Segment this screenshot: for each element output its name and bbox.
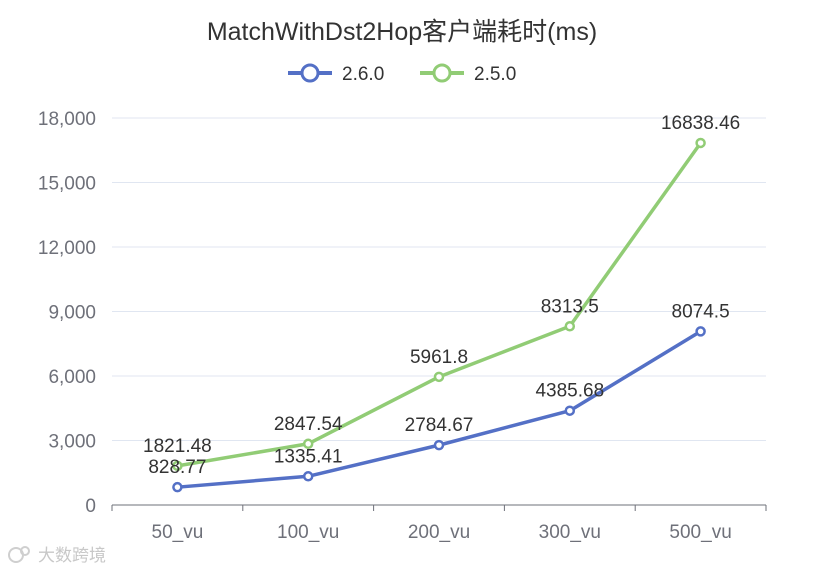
y-tick-label: 18,000 [38, 109, 96, 130]
y-tick-label: 15,000 [38, 174, 96, 195]
legend: 2.6.0 2.5.0 [288, 63, 516, 85]
data-point[interactable] [172, 460, 183, 472]
legend-item-0[interactable]: 2.6.0 [288, 63, 384, 85]
y-tick-label: 0 [85, 496, 96, 517]
grid-lines [112, 117, 766, 441]
data-label: 5961.8 [410, 347, 468, 368]
watermark-logo-icon [8, 546, 30, 563]
legend-marker-1 [432, 63, 452, 83]
data-point[interactable] [564, 405, 576, 416]
data-point[interactable] [172, 481, 183, 493]
data-label: 828.77 [148, 457, 206, 478]
y-axis: 0 3,000 6,000 9,000 12,000 15,000 18,000 [38, 109, 96, 517]
data-point[interactable] [302, 438, 314, 450]
series-layer [172, 137, 706, 493]
x-tick-label: 100_vu [277, 522, 339, 543]
y-tick-label: 12,000 [38, 238, 96, 259]
data-point[interactable] [695, 326, 706, 337]
data-label: 16838.46 [661, 113, 740, 134]
data-labels-layer: 828.77 1335.41 2784.67 4385.68 8074.5 1821.48… [143, 113, 740, 478]
legend-marker-0 [300, 63, 320, 83]
x-tick-label: 200_vu [408, 522, 470, 543]
x-axis: 50_vu 100_vu 200_vu 300_vu 500_vu [111, 504, 767, 543]
data-point[interactable] [302, 471, 314, 482]
data-label: 1335.41 [274, 446, 343, 467]
y-tick-label: 3,000 [48, 432, 96, 453]
data-label: 2784.67 [405, 415, 474, 436]
x-tick-label: 50_vu [152, 522, 204, 543]
data-point[interactable] [433, 371, 445, 383]
data-label: 1821.48 [143, 436, 212, 457]
data-point[interactable] [564, 321, 576, 332]
data-label: 8313.5 [541, 296, 599, 317]
data-point[interactable] [695, 137, 706, 149]
data-label: 4385.68 [535, 381, 604, 402]
y-tick-label: 6,000 [48, 367, 96, 388]
legend-label-0: 2.6.0 [342, 64, 384, 85]
watermark: 大数跨境 [8, 546, 106, 565]
watermark-text: 大数跨境 [38, 546, 106, 565]
data-point[interactable] [433, 439, 445, 451]
y-tick-label: 9,000 [48, 303, 96, 324]
x-tick-label: 300_vu [539, 522, 601, 543]
legend-item-1[interactable]: 2.5.0 [420, 63, 516, 85]
data-label: 2847.54 [274, 414, 343, 435]
chart-title: MatchWithDst2Hop客户端耗时(ms) [207, 18, 597, 46]
x-tick-label: 500_vu [669, 522, 731, 543]
legend-label-1: 2.5.0 [474, 64, 516, 85]
data-label: 8074.5 [672, 301, 730, 322]
